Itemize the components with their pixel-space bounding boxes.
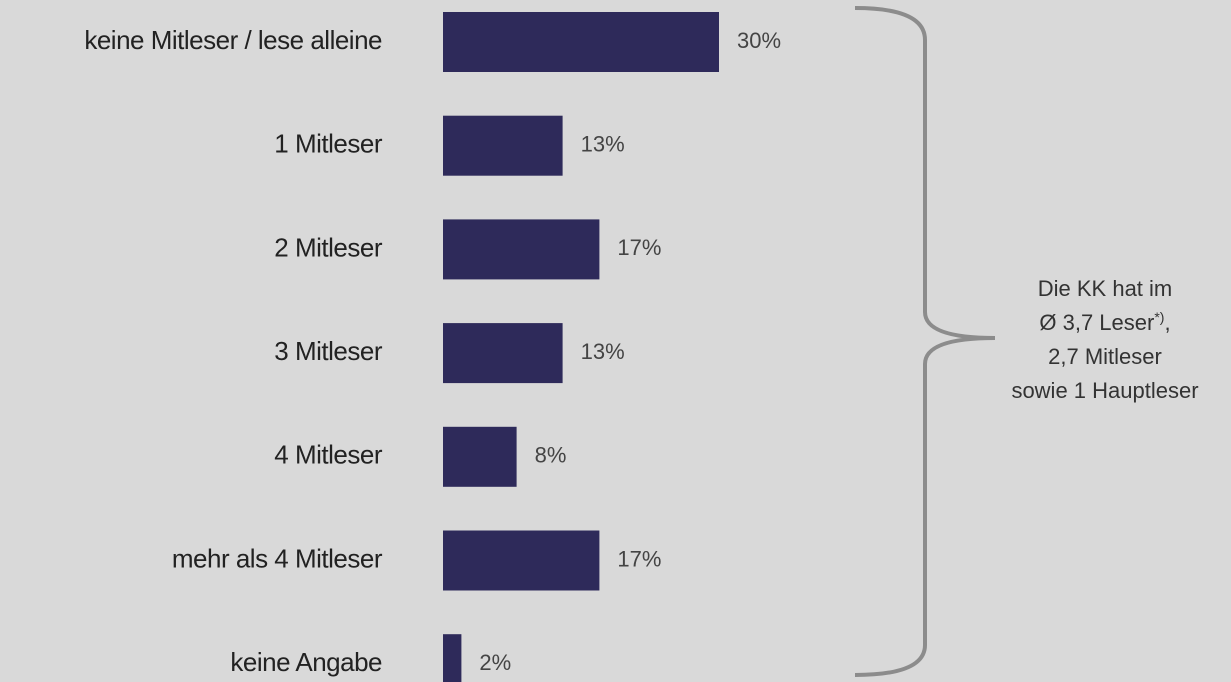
value-label: 8% [535, 443, 567, 468]
annotation-line: Ø 3,7 Leser*), [1039, 309, 1170, 335]
category-label: keine Angabe [230, 647, 382, 677]
annotation-text: Die KK hat im [1038, 276, 1173, 301]
bar [443, 115, 563, 176]
annotation-line: sowie 1 Hauptleser [1011, 378, 1198, 403]
annotation-superscript: *) [1154, 309, 1164, 325]
value-label: 17% [617, 235, 661, 260]
bar [443, 323, 563, 384]
value-label: 13% [581, 132, 625, 157]
bar [443, 219, 600, 280]
bar [443, 12, 719, 72]
brace [854, 6, 996, 677]
bar [443, 530, 600, 591]
value-label: 17% [617, 546, 661, 571]
annotation-text: , [1164, 310, 1170, 335]
category-label: keine Mitleser / lese alleine [84, 25, 382, 55]
category-label: 3 Mitleser [274, 336, 383, 366]
bar [443, 426, 517, 487]
annotation-text: sowie 1 Hauptleser [1011, 378, 1198, 403]
category-label: 4 Mitleser [274, 440, 383, 470]
annotation-text: Ø 3,7 Leser [1039, 310, 1154, 335]
category-label: 1 Mitleser [274, 129, 383, 159]
annotation-text: 2,7 Mitleser [1048, 344, 1162, 369]
bar [443, 634, 462, 682]
category-label: 2 Mitleser [274, 232, 383, 262]
category-label: mehr als 4 Mitleser [172, 543, 383, 573]
annotation-line: 2,7 Mitleser [1048, 344, 1162, 369]
annotation-line: Die KK hat im [1038, 276, 1173, 301]
value-label: 2% [479, 650, 511, 675]
value-label: 13% [581, 339, 625, 364]
value-label: 30% [737, 28, 781, 53]
